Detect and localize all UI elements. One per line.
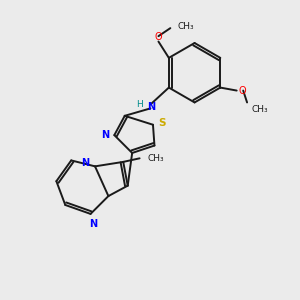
Text: N: N bbox=[82, 158, 90, 168]
Text: N: N bbox=[89, 219, 98, 229]
Text: N: N bbox=[148, 102, 156, 112]
Text: O: O bbox=[154, 32, 162, 41]
Text: S: S bbox=[158, 118, 166, 128]
Text: CH₃: CH₃ bbox=[178, 22, 194, 31]
Text: CH₃: CH₃ bbox=[148, 154, 164, 163]
Text: N: N bbox=[101, 130, 109, 140]
Text: H: H bbox=[136, 100, 143, 109]
Text: CH₃: CH₃ bbox=[251, 105, 268, 114]
Text: O: O bbox=[238, 85, 246, 96]
